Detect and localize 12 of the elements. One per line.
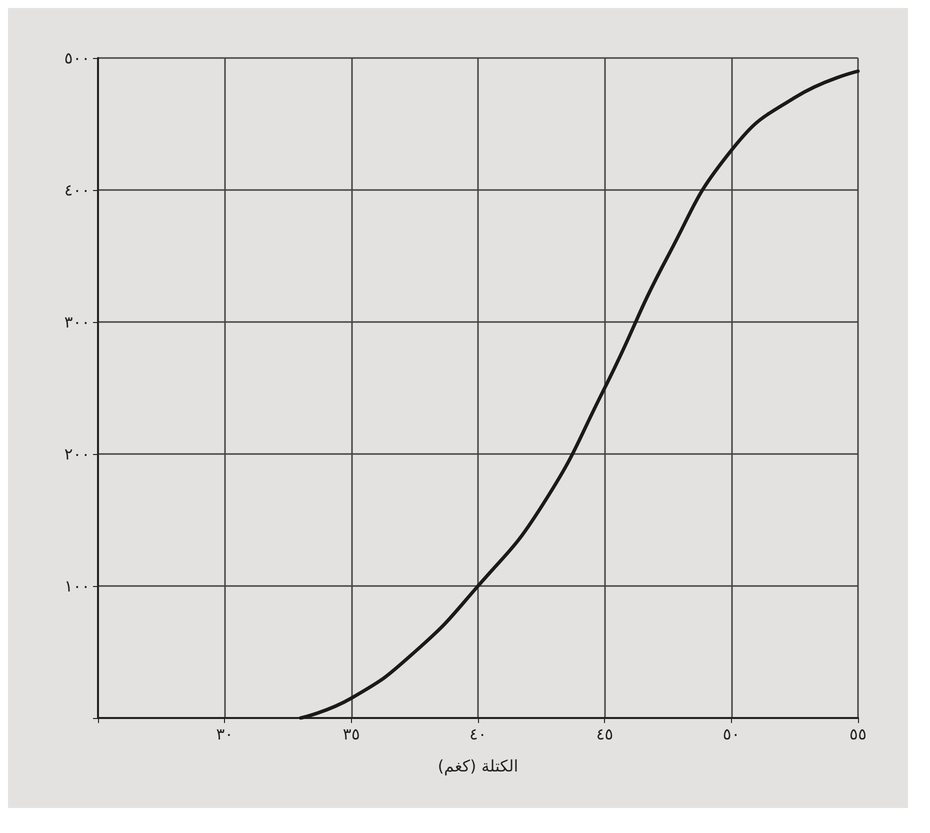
x-tick-label: ٤٠ [469,724,487,744]
x-tick-label: ٥٠ [722,724,740,744]
y-tick-label: ٤٠٠ [64,180,90,200]
x-axis-title: الكتلة (كغم) [438,756,518,776]
x-tick-label: ٣٥ [342,724,360,744]
y-tick-label: ١٠٠ [64,576,90,596]
x-tick-label: ٣٠ [216,724,234,744]
x-tick-label: ٥٥ [849,724,867,744]
y-tick-label: ٥٠٠ [64,48,90,68]
y-tick-label: ٢٠٠ [64,444,90,464]
x-tick-label: ٤٥ [596,724,614,744]
y-tick-label: ٣٠٠ [64,312,90,332]
